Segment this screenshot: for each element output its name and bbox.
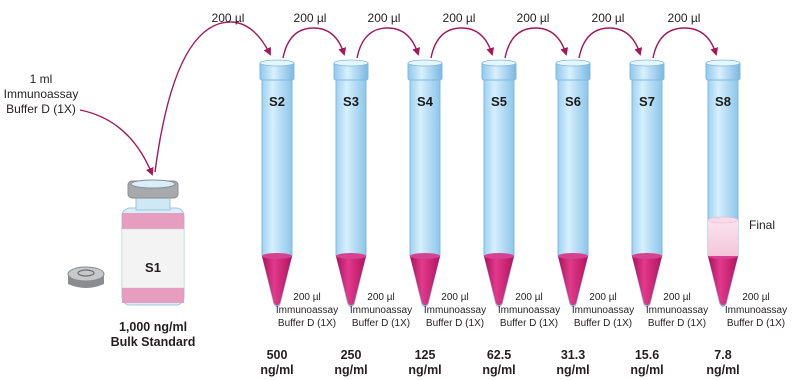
tube-liquid	[484, 256, 514, 306]
cap-rim	[705, 59, 741, 67]
final-surface	[707, 216, 739, 224]
tube-s4	[407, 59, 443, 307]
transfer-arrow	[154, 21, 271, 173]
tube-label-s5: S5	[491, 94, 507, 109]
buffer-note-s4: 200 µl Immunoassay Buffer D (1X)	[423, 292, 487, 329]
tube-s7	[629, 59, 665, 307]
concentration-s8: 7.8 ng/ml	[706, 348, 740, 377]
stock-caption: 1,000 ng/ml Bulk Standard	[110, 320, 196, 349]
transfer-label-2: 200 µl	[293, 11, 327, 25]
transfer-arrow	[356, 27, 421, 59]
tube-label-s7: S7	[639, 94, 655, 109]
liquid-surface	[484, 253, 514, 259]
liquid-surface	[410, 253, 440, 259]
concentration-s5: 62.5 ng/ml	[482, 348, 516, 377]
tube-liquid	[708, 256, 738, 306]
cap-rim	[481, 59, 517, 67]
final-label: Final	[749, 218, 776, 232]
transfer-arrow	[430, 27, 495, 59]
buffer-note-s6: 200 µl Immunoassay Buffer D (1X)	[571, 292, 635, 329]
tube-liquid	[410, 256, 440, 306]
transfer-arrow	[578, 27, 643, 59]
transfer-arrow	[504, 27, 569, 59]
tube-label-s3: S3	[343, 94, 359, 109]
tube-s3	[333, 59, 369, 307]
transfer-arrows	[154, 21, 719, 173]
liquid-surface	[336, 253, 366, 259]
buffer-note-s3: 200 µl Immunoassay Buffer D (1X)	[349, 292, 413, 329]
vial-label-s1: S1	[145, 260, 161, 275]
concentration-s6: 31.3 ng/ml	[556, 348, 590, 377]
vial-cap	[67, 266, 105, 288]
tube-s2	[259, 59, 295, 307]
buffer-note-s8: 200 µl Immunoassay Buffer D (1X)	[724, 292, 788, 329]
liquid-surface	[558, 253, 588, 259]
diluent-arrow	[79, 109, 154, 176]
tube-s8	[705, 59, 741, 307]
cap-rim	[555, 59, 591, 67]
final-volume	[708, 220, 738, 256]
transfer-arrow	[282, 27, 347, 59]
concentration-s3: 250 ng/ml	[334, 348, 368, 377]
stock-vial	[121, 179, 185, 306]
transfer-arrow	[652, 27, 719, 59]
concentration-s4: 125 ng/ml	[408, 348, 442, 377]
tube-label-s8: S8	[715, 94, 731, 109]
buffer-note-s5: 200 µl Immunoassay Buffer D (1X)	[497, 292, 561, 329]
buffer-note-s7: 200 µl Immunoassay Buffer D (1X)	[645, 292, 709, 329]
buffer-note-s2: 200 µl Immunoassay Buffer D (1X)	[275, 292, 339, 329]
liquid-surface	[632, 253, 662, 259]
tube-label-s6: S6	[565, 94, 581, 109]
concentration-s2: 500 ng/ml	[260, 348, 294, 377]
cap-rim	[259, 59, 295, 67]
tube-s5	[481, 59, 517, 307]
tube-rack	[259, 59, 741, 307]
tube-liquid	[632, 256, 662, 306]
transfer-label-1: 200 µl	[211, 11, 245, 25]
tube-liquid	[558, 256, 588, 306]
cap-rim	[333, 59, 369, 67]
diluent-note: 1 ml Immunoassay Buffer D (1X)	[3, 72, 79, 116]
concentration-s7: 15.6 ng/ml	[630, 348, 664, 377]
tube-label-s4: S4	[417, 94, 433, 109]
cap-rim	[407, 59, 443, 67]
tube-label-s2: S2	[269, 94, 285, 109]
transfer-label-4: 200 µl	[442, 11, 476, 25]
transfer-label-3: 200 µl	[367, 11, 401, 25]
liquid-surface	[262, 253, 292, 259]
tube-liquid	[262, 256, 292, 306]
transfer-label-5: 200 µl	[516, 11, 550, 25]
cap-rim	[629, 59, 665, 67]
tube-s6	[555, 59, 591, 307]
transfer-label-6: 200 µl	[591, 11, 625, 25]
transfer-label-7: 200 µl	[667, 11, 701, 25]
tube-liquid	[336, 256, 366, 306]
